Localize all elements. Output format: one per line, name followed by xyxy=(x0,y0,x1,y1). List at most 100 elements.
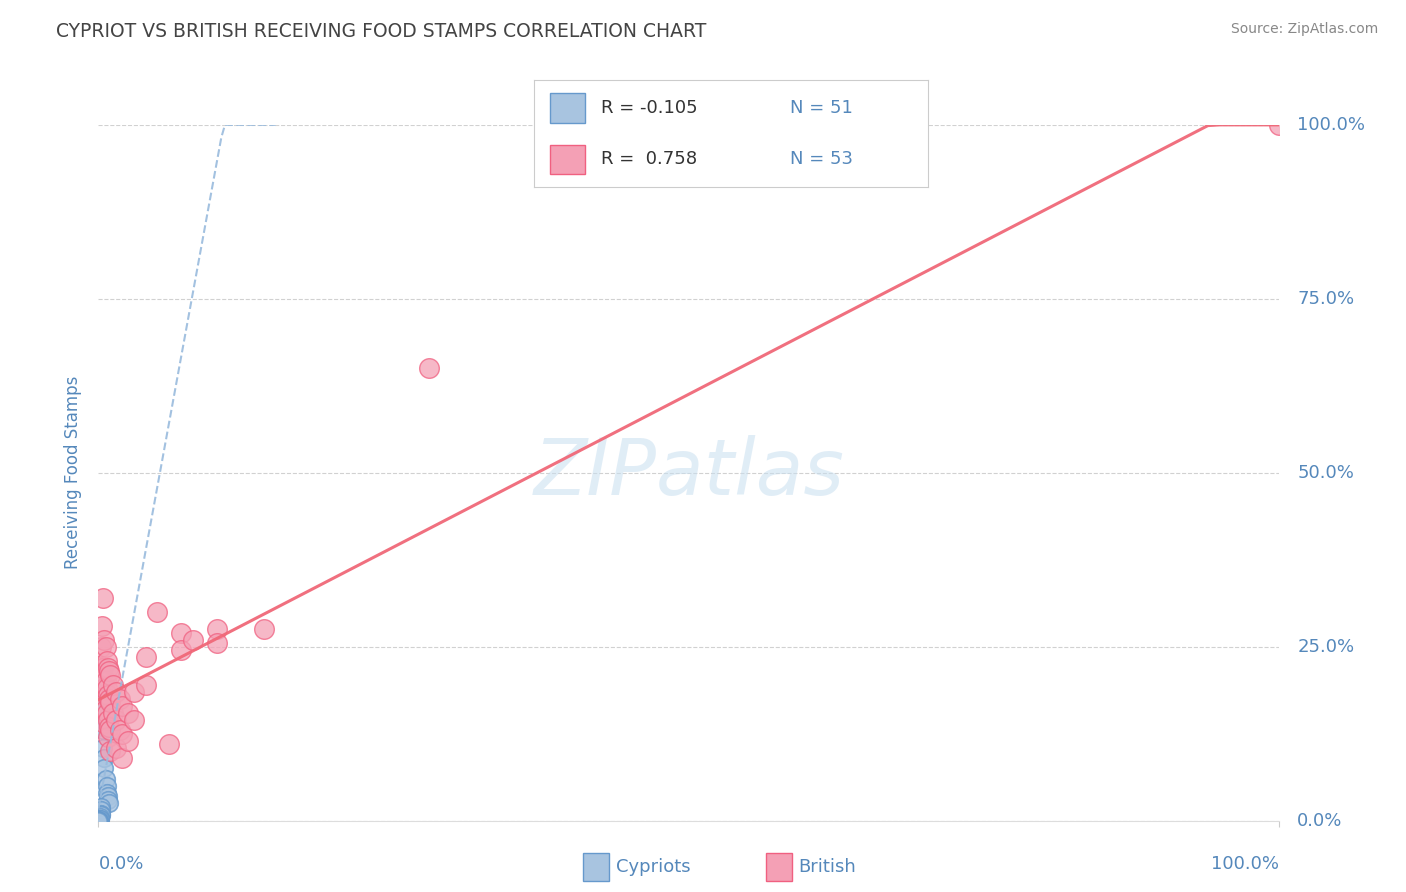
Point xyxy=(98,695,121,709)
Point xyxy=(89,812,111,826)
Point xyxy=(170,625,193,640)
Point xyxy=(97,789,120,804)
Point xyxy=(87,814,110,828)
Point xyxy=(91,660,114,674)
Point xyxy=(87,814,110,828)
Point xyxy=(91,685,114,699)
Point xyxy=(122,685,145,699)
Point xyxy=(87,814,110,828)
Point xyxy=(111,726,134,740)
Point xyxy=(108,723,131,738)
Point xyxy=(111,698,134,713)
Point xyxy=(101,678,124,692)
Point xyxy=(93,761,115,775)
Point xyxy=(87,814,110,828)
Point xyxy=(89,812,111,826)
Point xyxy=(111,751,134,765)
Point xyxy=(90,720,112,734)
Point xyxy=(135,650,157,665)
Point xyxy=(205,636,228,650)
Text: British: British xyxy=(799,858,856,876)
Point xyxy=(96,706,118,720)
Point xyxy=(135,678,157,692)
Point xyxy=(87,814,110,828)
Point xyxy=(87,814,110,828)
Point xyxy=(96,681,118,696)
Text: 50.0%: 50.0% xyxy=(1298,464,1354,482)
Point xyxy=(97,660,120,674)
Point xyxy=(91,591,114,605)
Point xyxy=(94,702,117,716)
Point xyxy=(87,814,110,828)
Point xyxy=(87,814,110,828)
Text: 25.0%: 25.0% xyxy=(1298,638,1354,656)
Point xyxy=(98,692,121,706)
Point xyxy=(87,814,110,828)
Point xyxy=(97,730,120,744)
Point xyxy=(101,706,124,720)
Point xyxy=(87,814,110,828)
Point xyxy=(93,681,115,696)
Text: 0.0%: 0.0% xyxy=(98,855,143,873)
Point xyxy=(98,664,121,678)
Point xyxy=(205,623,228,637)
Point xyxy=(87,814,110,828)
Point xyxy=(89,810,111,824)
Point xyxy=(96,654,118,668)
Point xyxy=(96,779,118,793)
Point xyxy=(87,814,110,828)
Point xyxy=(117,733,139,747)
Text: 0.0%: 0.0% xyxy=(1298,812,1343,830)
Point xyxy=(90,692,112,706)
Point xyxy=(93,751,115,765)
Point xyxy=(87,814,110,828)
Point xyxy=(87,814,110,828)
Text: N = 51: N = 51 xyxy=(790,99,853,117)
Point xyxy=(87,814,110,828)
Point xyxy=(170,643,193,657)
Point xyxy=(90,803,112,817)
Text: R = -0.105: R = -0.105 xyxy=(602,99,697,117)
Text: 100.0%: 100.0% xyxy=(1298,116,1365,134)
Point xyxy=(91,740,114,755)
Point xyxy=(90,706,112,720)
Text: ZIPatlas: ZIPatlas xyxy=(533,434,845,511)
Point xyxy=(90,806,112,821)
Point xyxy=(122,713,145,727)
Text: R =  0.758: R = 0.758 xyxy=(602,151,697,169)
Point xyxy=(157,737,180,751)
Point xyxy=(91,689,114,703)
Point xyxy=(105,713,128,727)
Point xyxy=(87,814,110,828)
Point xyxy=(87,813,110,827)
Point xyxy=(98,667,121,681)
Point xyxy=(87,814,110,828)
Point xyxy=(1268,118,1291,132)
Point xyxy=(94,674,117,689)
Point xyxy=(253,623,276,637)
Point xyxy=(98,720,121,734)
Point xyxy=(87,814,110,828)
Point xyxy=(87,814,110,828)
Point xyxy=(94,640,117,654)
Text: Cypriots: Cypriots xyxy=(616,858,690,876)
Text: 75.0%: 75.0% xyxy=(1298,290,1354,308)
Point xyxy=(98,744,121,758)
Point xyxy=(87,814,110,828)
Point xyxy=(105,740,128,755)
Point xyxy=(87,814,110,828)
Point xyxy=(87,814,110,828)
Point xyxy=(87,814,110,828)
Point xyxy=(91,674,114,689)
Text: CYPRIOT VS BRITISH RECEIVING FOOD STAMPS CORRELATION CHART: CYPRIOT VS BRITISH RECEIVING FOOD STAMPS… xyxy=(56,22,707,41)
Point xyxy=(97,713,120,727)
Point xyxy=(90,678,112,692)
FancyBboxPatch shape xyxy=(550,145,585,175)
Point xyxy=(90,808,112,822)
Point xyxy=(97,793,120,807)
Point xyxy=(117,706,139,720)
Point xyxy=(105,685,128,699)
Text: N = 53: N = 53 xyxy=(790,151,853,169)
Point xyxy=(90,799,112,814)
Point xyxy=(93,632,115,647)
